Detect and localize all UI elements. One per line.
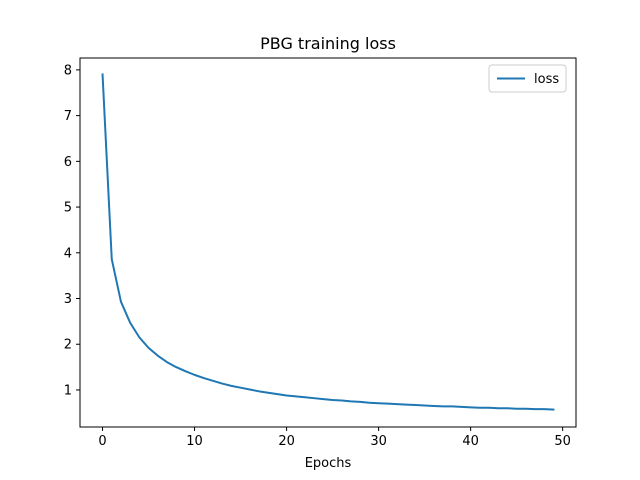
x-tick-label: 20 — [278, 434, 295, 449]
plot-area: 0 10 20 30 40 50 1 2 3 4 5 6 7 8 loss — [64, 57, 577, 449]
legend-box — [488, 64, 567, 93]
x-tick-label: 40 — [462, 434, 479, 449]
x-axis-label: Epochs — [305, 456, 352, 471]
axes-frame — [79, 57, 577, 428]
y-tick-label: 3 — [64, 292, 72, 307]
y-tick-label: 1 — [64, 383, 72, 398]
y-tick-label: 5 — [64, 201, 72, 216]
x-tick-label: 50 — [554, 434, 571, 449]
x-tick-label: 10 — [186, 434, 203, 449]
series-line-loss — [101, 73, 555, 411]
x-tick-label: 30 — [370, 434, 387, 449]
y-tick-label: 7 — [64, 109, 72, 124]
x-tick-label: 0 — [98, 434, 106, 449]
y-tick-label: 4 — [64, 246, 72, 261]
chart-title: PBG training loss — [260, 34, 396, 53]
y-tick-label: 2 — [64, 338, 72, 353]
y-tick-label: 6 — [64, 155, 72, 170]
y-tick-label: 8 — [64, 63, 72, 78]
legend-label-loss: loss — [534, 72, 559, 87]
